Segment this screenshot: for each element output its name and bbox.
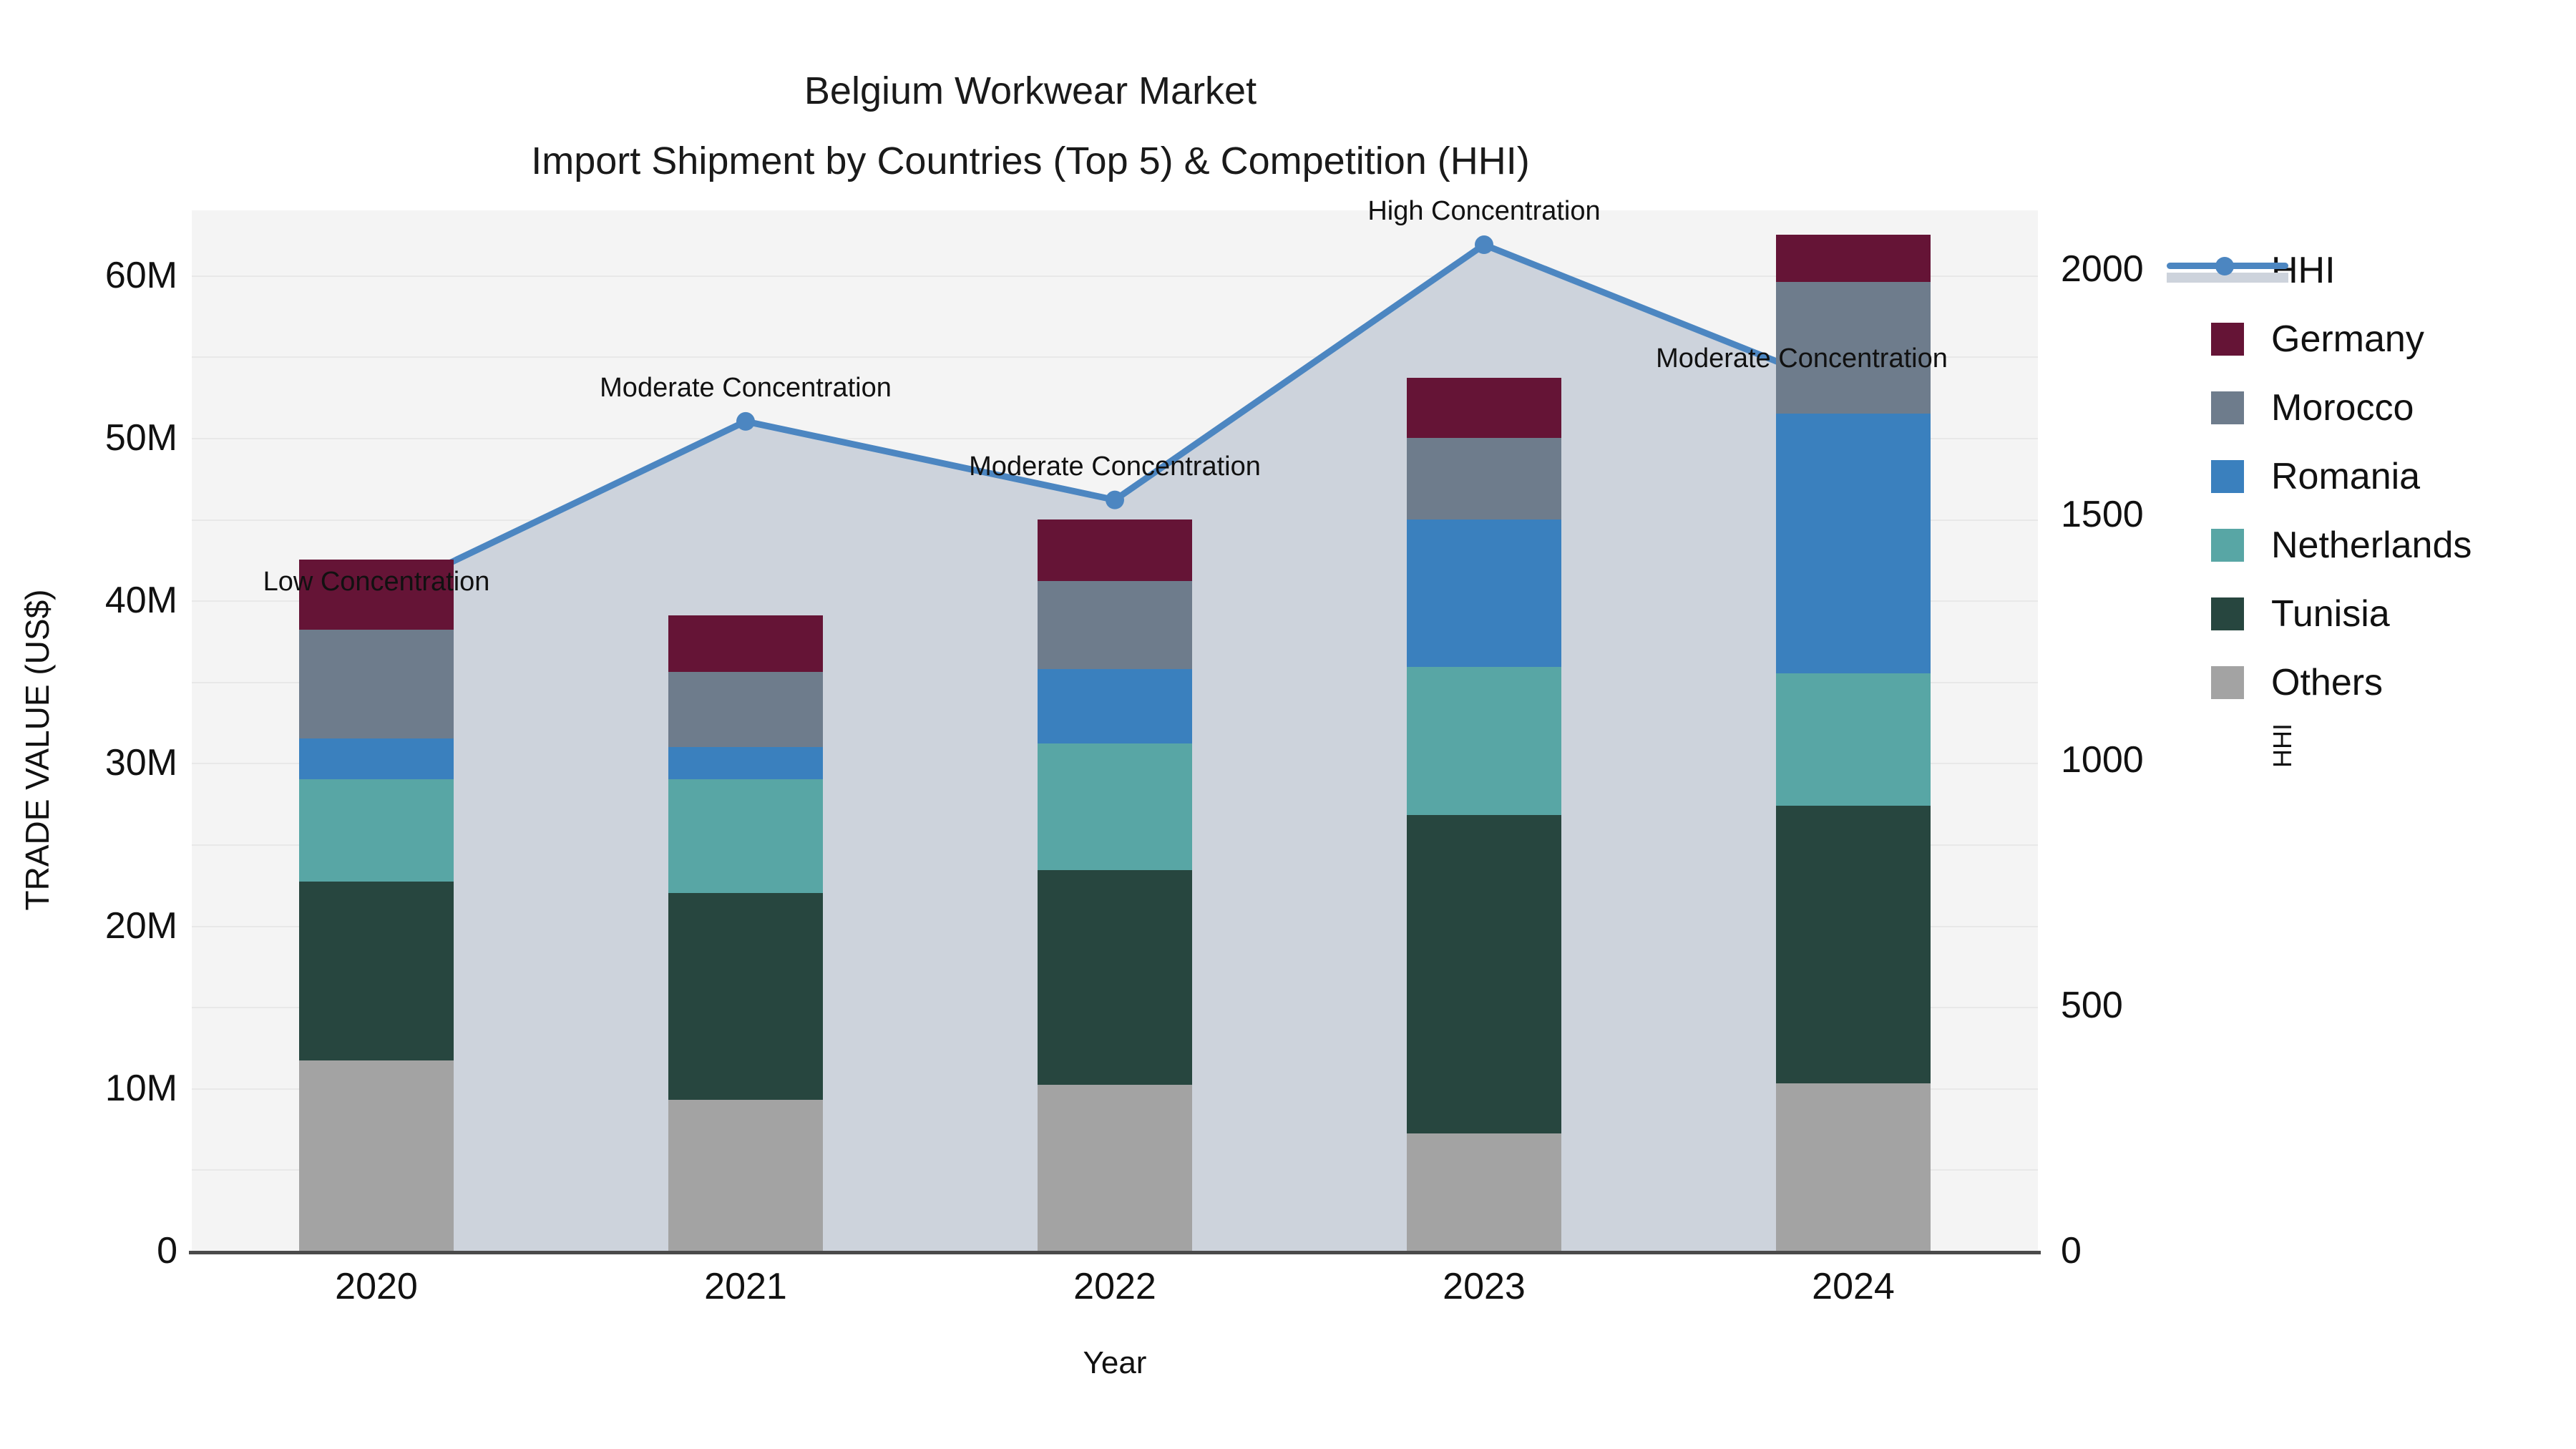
x-axis-label: Year	[1083, 1345, 1147, 1380]
y-axis-left-tick: 60M	[104, 254, 177, 296]
hhi-line-swatch	[2167, 254, 2288, 287]
bar-segment	[1037, 580, 1193, 669]
legend-item-netherlands[interactable]: Netherlands	[2211, 511, 2472, 580]
legend-color-swatch	[2211, 391, 2244, 424]
bar-segment	[298, 630, 454, 739]
bar-segment	[1775, 281, 1931, 414]
bar-segment	[298, 1060, 454, 1251]
hhi-fill-swatch	[2167, 273, 2288, 283]
y-axis-right-tick: 1000	[2061, 739, 2144, 781]
y-axis-left-tick: 50M	[104, 417, 177, 459]
bar-segment	[1037, 870, 1193, 1085]
legend-item-label: Germany	[2271, 318, 2424, 360]
legend-item-romania[interactable]: Romania	[2211, 442, 2472, 511]
hhi-dot-swatch	[2215, 257, 2234, 275]
legend: HHI Germany Morocco Romania Netherlands Tunis…	[2167, 236, 2472, 717]
legend-item-label: Others	[2271, 662, 2384, 703]
y-axis-left-tick: 30M	[104, 742, 177, 784]
bar-segment	[668, 746, 824, 780]
y-axis-left-tick: 40M	[104, 580, 177, 622]
bar-segment	[298, 560, 454, 630]
legend-item-tunisia[interactable]: Tunisia	[2211, 580, 2472, 648]
bar-segment	[1775, 235, 1931, 282]
gridline	[192, 275, 2038, 277]
bar-segment	[1775, 673, 1931, 806]
bar-segment	[1406, 667, 1562, 816]
x-axis-tick: 2023	[1443, 1266, 1526, 1307]
legend-color-swatch	[2211, 666, 2244, 699]
legend-item-label: Romania	[2271, 456, 2421, 497]
legend-item-label: Tunisia	[2271, 593, 2390, 635]
x-axis-tick: 2020	[335, 1266, 418, 1307]
legend-color-swatch	[2211, 460, 2244, 493]
x-axis-tick: 2022	[1073, 1266, 1156, 1307]
title-line-2: Import Shipment by Countries (Top 5) & C…	[531, 140, 1530, 182]
bar-segment	[298, 738, 454, 780]
legend-color-swatch	[2211, 529, 2244, 562]
bar-segment	[1037, 519, 1193, 581]
bar-segment	[668, 615, 824, 673]
title-line-1: Belgium Workwear Market	[804, 69, 1257, 112]
bar-segment	[1406, 438, 1562, 519]
gridline	[192, 438, 2038, 440]
bar-segment	[298, 882, 454, 1061]
y-axis-left-label: TRADE VALUE (US$)	[19, 589, 56, 911]
y-axis-left-tick: 0	[157, 1230, 177, 1272]
legend-item-hhi[interactable]: HHI	[2167, 236, 2472, 305]
concentration-annotation: Moderate Concentration	[1656, 343, 1948, 374]
bar-segment	[1775, 805, 1931, 1083]
legend-item-label: HHI	[2271, 250, 2336, 291]
y-axis-right-tick: 500	[2061, 985, 2123, 1027]
chart-title: Belgium Workwear Market Import Shipment …	[0, 56, 2061, 196]
bar-segment	[668, 672, 824, 747]
legend-item-germany[interactable]: Germany	[2211, 305, 2472, 374]
concentration-annotation: Moderate Concentration	[969, 451, 1261, 482]
bar-segment	[668, 1099, 824, 1251]
bar-segment	[1775, 413, 1931, 674]
x-axis-line	[189, 1251, 2041, 1254]
x-axis-tick: 2021	[704, 1266, 787, 1307]
bar-segment	[1406, 1133, 1562, 1251]
legend-item-label: Morocco	[2271, 387, 2414, 429]
y-axis-right-tick: 0	[2061, 1230, 2082, 1272]
legend-color-swatch	[2211, 597, 2244, 630]
concentration-annotation: Low Concentration	[263, 566, 490, 597]
bar-segment	[668, 779, 824, 894]
legend-color-swatch	[2211, 323, 2244, 356]
y-axis-right-tick: 2000	[2061, 248, 2144, 291]
x-axis-tick: 2024	[1812, 1266, 1895, 1307]
concentration-annotation: High Concentration	[1367, 196, 1601, 226]
legend-item-label: Netherlands	[2271, 525, 2472, 566]
bar-segment	[1037, 668, 1193, 744]
bar-segment	[668, 893, 824, 1100]
legend-item-morocco[interactable]: Morocco	[2211, 374, 2472, 442]
bar-segment	[1037, 1085, 1193, 1251]
bar-segment	[1406, 378, 1562, 439]
legend-item-others[interactable]: Others	[2211, 648, 2472, 717]
y-axis-left-tick: 10M	[104, 1067, 177, 1109]
concentration-annotation: Moderate Concentration	[600, 372, 892, 403]
y-axis-right-tick: 1500	[2061, 494, 2144, 536]
bar-segment	[1037, 743, 1193, 871]
bar-segment	[1406, 815, 1562, 1134]
y-axis-left-tick: 20M	[104, 904, 177, 947]
bar-segment	[298, 779, 454, 882]
bar-segment	[1406, 519, 1562, 668]
bar-segment	[1775, 1083, 1931, 1251]
